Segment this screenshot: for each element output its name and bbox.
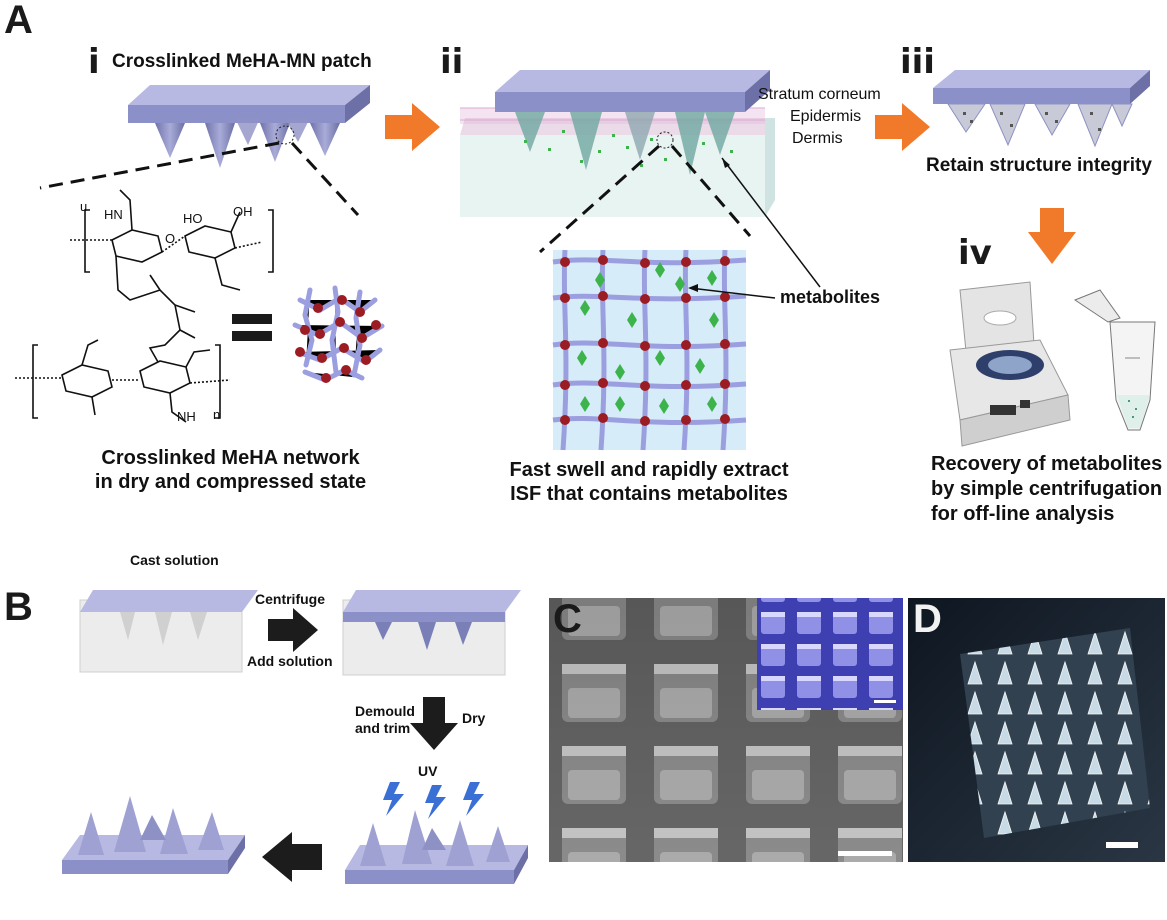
demould-label-line2: and trim <box>355 720 411 736</box>
needle <box>198 812 224 850</box>
dry-label: Dry <box>462 710 486 726</box>
eppendorf-tube <box>1073 289 1156 431</box>
needle <box>140 815 166 840</box>
needle <box>422 828 446 850</box>
needle <box>947 103 986 133</box>
cast-solution-label: Cast solution <box>130 552 219 568</box>
mould-cast <box>79 590 258 673</box>
patch-ii <box>495 70 821 288</box>
mould-filled <box>342 590 521 676</box>
patch-i <box>39 85 370 217</box>
zoom-circle <box>656 131 674 149</box>
needle <box>78 812 104 855</box>
arrow-centrifuge <box>268 608 318 652</box>
mn-array-photo <box>908 598 1165 862</box>
recovery-caption-line3: for off-line analysis <box>931 503 1115 525</box>
step-label-i: i <box>88 42 100 82</box>
chem-label-o: O <box>165 231 176 246</box>
chem-label-oh: OH <box>233 204 253 219</box>
needle <box>205 123 235 168</box>
needle <box>285 118 310 142</box>
step-label-iv: iv <box>958 233 992 273</box>
panel-letter-c: C <box>553 597 582 641</box>
swollen-network <box>552 249 776 451</box>
needle <box>114 796 146 852</box>
uv-label: UV <box>418 763 438 779</box>
recovery-caption-line2: by simple centrifugation <box>931 478 1163 500</box>
recovery-caption-line1: Recovery of metabolites <box>931 453 1163 475</box>
layer-epidermis: Epidermis <box>790 108 862 125</box>
chem-label-ho: HO <box>183 211 203 226</box>
needle <box>155 123 185 158</box>
scale-bar <box>838 851 892 856</box>
mn-patch-uv <box>345 810 528 884</box>
scale-bar-inset <box>874 700 896 703</box>
layer-dermis: Dermis <box>792 130 843 147</box>
step-label-iii: iii <box>900 42 935 82</box>
chem-label-n: n <box>213 407 221 422</box>
network-caption-line2: in dry and compressed state <box>94 471 367 493</box>
needle <box>446 820 474 866</box>
needle <box>310 123 340 156</box>
zoom-circle <box>275 125 295 145</box>
patch-iii <box>933 70 1150 148</box>
integrity-caption: Retain structure integrity <box>926 155 1152 176</box>
panel-letter-b: B <box>4 585 33 629</box>
needle <box>486 826 510 862</box>
chem-label-hn: HN <box>104 207 123 222</box>
needle <box>160 808 188 854</box>
needle <box>1034 103 1071 137</box>
panel-letter-d: D <box>913 597 942 641</box>
sem-inset <box>757 598 903 710</box>
step-label-ii: ii <box>440 42 464 82</box>
mn-patch-final <box>62 796 245 874</box>
chem-label-nh: NH <box>177 409 196 424</box>
network-caption-line1: Crosslinked MeHA network <box>101 447 360 469</box>
equals-sign <box>232 314 272 341</box>
chemical-structure <box>15 189 274 423</box>
add-solution-label: Add solution <box>247 653 333 669</box>
arrow-demould <box>410 697 458 750</box>
arrow-iii-to-iv <box>1028 208 1076 264</box>
uv-bolts <box>383 782 484 819</box>
centrifuge-label: Centrifuge <box>255 591 325 607</box>
metabolites-label: metabolites <box>780 287 881 307</box>
needle <box>675 112 705 175</box>
metabolites-pointer <box>721 157 821 288</box>
panel-letter-a: A <box>4 0 33 42</box>
chem-label-u: u <box>80 199 88 214</box>
swell-caption-line1: Fast swell and rapidly extract <box>509 459 789 481</box>
centrifuge-illustration <box>949 281 1071 447</box>
demould-label-line1: Demould <box>355 703 415 719</box>
needle <box>360 823 386 866</box>
layer-stratum-corneum: Stratum corneum <box>758 86 881 103</box>
sem-micrograph <box>549 598 903 862</box>
needle <box>402 810 432 864</box>
scale-bar <box>1106 842 1138 848</box>
needle <box>1077 103 1113 148</box>
arrow-final <box>262 832 322 882</box>
arrow-ii-to-iii <box>875 103 930 151</box>
needle <box>705 112 735 155</box>
compressed-network <box>292 285 385 383</box>
needle <box>625 112 655 160</box>
arrow-i-to-ii <box>385 103 440 151</box>
needle <box>1111 103 1133 128</box>
swell-caption-line2: ISF that contains metabolites <box>510 483 788 505</box>
needle <box>235 118 260 145</box>
needle <box>570 112 602 170</box>
patch-title: Crosslinked MeHA-MN patch <box>112 51 372 72</box>
needle <box>515 112 545 152</box>
needle <box>989 103 1026 147</box>
